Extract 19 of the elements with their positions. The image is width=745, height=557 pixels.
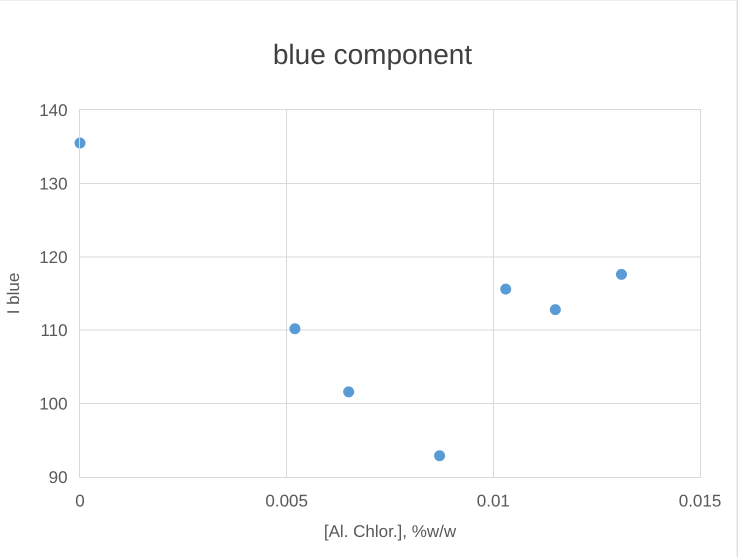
point bbox=[616, 268, 627, 280]
point bbox=[289, 323, 300, 334]
x-tick-label: 0.005 bbox=[265, 491, 308, 510]
point bbox=[550, 304, 561, 316]
point bbox=[434, 450, 446, 462]
point bbox=[343, 386, 354, 398]
chart-title: blue component bbox=[272, 39, 472, 70]
x-axis-title: [Al. Chlor.], %w/w bbox=[324, 522, 457, 541]
y-tick-label: 100 bbox=[39, 394, 68, 414]
x-tick-label: 0.015 bbox=[678, 491, 722, 510]
y-tick-label: 120 bbox=[39, 248, 68, 267]
y-axis-title: I blue bbox=[4, 272, 23, 314]
y-tick-label: 110 bbox=[40, 321, 68, 340]
x-tick-label: 0 bbox=[75, 491, 85, 510]
y-tick-label: 90 bbox=[48, 468, 68, 487]
x-tick-label: 0.01 bbox=[476, 491, 510, 510]
y-tick-label: 130 bbox=[39, 174, 68, 194]
point bbox=[500, 284, 512, 295]
y-tick-label: 140 bbox=[39, 100, 68, 120]
